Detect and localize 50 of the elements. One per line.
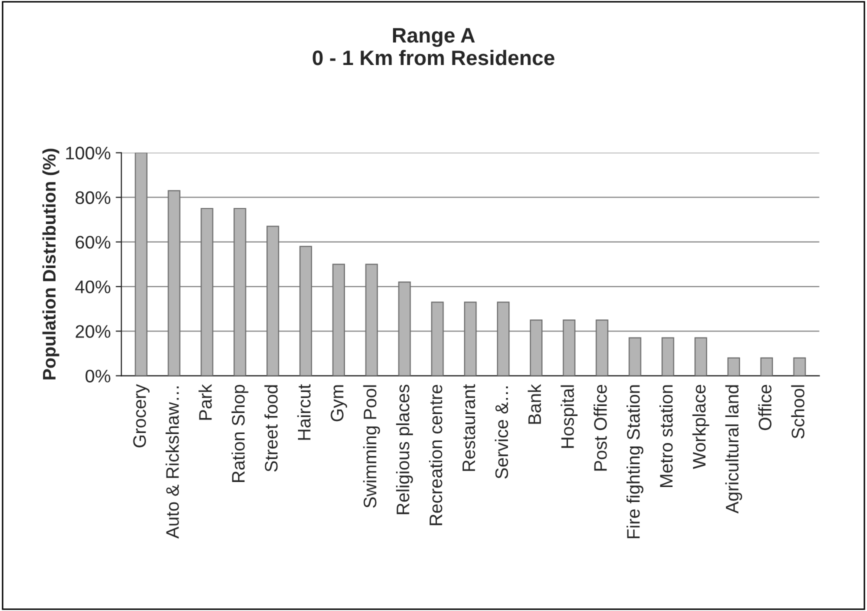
bar [234,208,246,376]
bar [134,152,148,376]
x-tick-label: Office [758,384,772,430]
x-tick-label: School [791,385,804,438]
y-tick-label: 20% [76,325,110,338]
bar [760,357,773,376]
x-tick-label: Restaurant [462,384,476,471]
x-tick-label: Service &… [494,386,508,479]
bar [496,302,510,376]
x-tick-label: Gym [330,385,348,422]
x-tick-label: Street food [264,385,278,472]
x-tick-label: Swimming Pool [363,385,380,508]
x-tick-label: Metro station [659,385,673,487]
x-tick-label: Religious places [396,384,413,514]
chart-title: Range A 0 - 1 Km from Residence [312,28,554,66]
x-tick-label: Agricultural land [725,385,742,514]
bar [628,337,642,376]
bar [365,264,378,376]
x-tick-label: Auto & Rickshaw… [166,386,179,539]
y-tick-label: 40% [75,280,110,294]
y-tick-label: 100% [66,146,110,160]
bar [727,357,740,376]
x-tick-label: Post Office [594,384,607,471]
x-tick-label: Recreation centre [429,384,442,526]
bar [299,246,312,376]
bar [332,264,345,376]
bar [662,337,674,376]
bar [431,302,444,376]
x-tick-label: Haircut [297,384,311,440]
bar [266,226,280,376]
bar [200,208,214,376]
bar [562,319,576,376]
bar [398,282,411,376]
y-axis-title: Population Distribution (%) [42,148,60,380]
y-tick-label: 80% [76,191,110,204]
y-tick-label: 60% [76,236,110,249]
bar [596,319,608,376]
bar [530,319,543,376]
bar [793,357,806,376]
bar [464,302,477,376]
x-tick-label: Grocery [133,384,150,448]
x-tick-label: Ration Shop [231,384,248,482]
y-tick-label: 0% [86,370,110,382]
x-tick-label: Park [198,384,212,420]
bar [168,190,180,376]
x-tick-label: Workplace [692,384,710,469]
x-tick-label: Hospital [560,385,578,448]
bar [694,337,708,376]
x-tick-label: Bank [528,384,542,424]
x-tick-label: Fire fighting Station [626,385,644,538]
